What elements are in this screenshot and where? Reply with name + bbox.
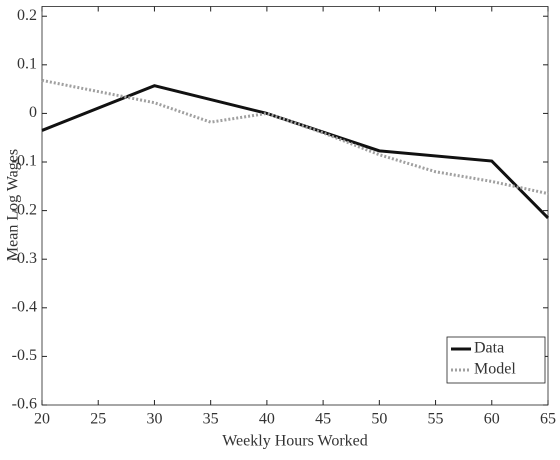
x-tick-label: 25 (90, 411, 106, 428)
y-axis-label: Mean Log Wages (5, 149, 22, 261)
legend-label: Data (474, 340, 504, 357)
x-tick-label: 35 (203, 411, 219, 428)
x-tick-label: 55 (428, 411, 444, 428)
y-tick-label: -0.2 (12, 201, 37, 218)
x-tick-label: 20 (34, 411, 50, 428)
series-line (41, 78, 549, 196)
y-tick-label: 0.2 (17, 7, 37, 24)
x-tick-label: 30 (146, 411, 162, 428)
y-tick-label: -0.5 (12, 347, 37, 364)
y-tick-label: 0.1 (17, 55, 37, 72)
y-tick-label: -0.4 (12, 298, 37, 315)
x-tick-label: 45 (315, 411, 331, 428)
legend-box (446, 336, 546, 384)
series-line (41, 84, 550, 219)
y-tick-label: -0.3 (12, 250, 37, 267)
plot-frame (41, 6, 549, 406)
y-tick-label: -0.6 (12, 396, 37, 413)
x-tick-label: 50 (371, 411, 387, 428)
x-tick-label: 40 (259, 411, 275, 428)
x-tick-label: 65 (540, 411, 556, 428)
x-tick-label: 60 (484, 411, 500, 428)
y-tick-label: 0 (29, 104, 37, 121)
y-tick-label: -0.1 (12, 153, 37, 170)
legend-label: Model (474, 361, 516, 378)
x-axis-label: Weekly Hours Worked (222, 433, 368, 450)
